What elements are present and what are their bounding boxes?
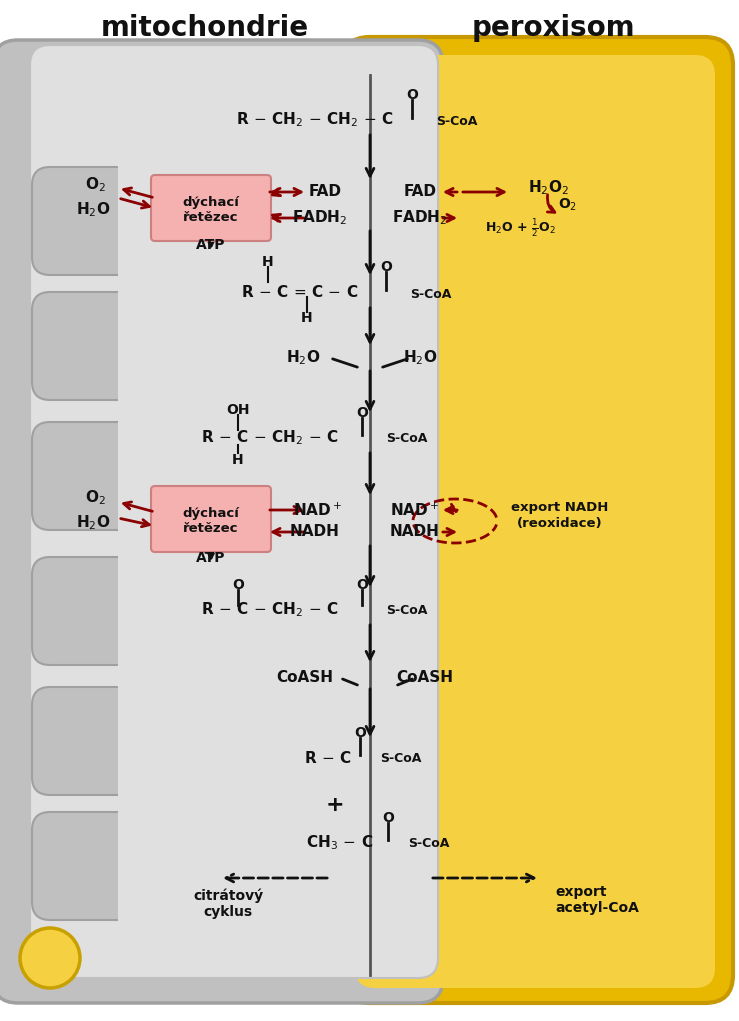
Text: O: O bbox=[406, 88, 418, 102]
Text: (reoxidace): (reoxidace) bbox=[517, 517, 603, 530]
Text: export NADH: export NADH bbox=[511, 501, 609, 515]
FancyBboxPatch shape bbox=[0, 40, 443, 1003]
Text: R$\,-\,$C$\,=\,$C$\,-\,$C: R$\,-\,$C$\,=\,$C$\,-\,$C bbox=[242, 284, 358, 300]
Text: S-CoA: S-CoA bbox=[410, 289, 452, 301]
Text: 4: 4 bbox=[41, 946, 58, 970]
FancyBboxPatch shape bbox=[342, 37, 733, 1003]
Text: O: O bbox=[232, 578, 244, 592]
Text: S-CoA: S-CoA bbox=[386, 603, 427, 617]
Text: R$\,-\,$C$\,-\,$CH$_2\,-\,$C: R$\,-\,$C$\,-\,$CH$_2\,-\,$C bbox=[201, 429, 338, 447]
Text: CH$_3\,-\,$C: CH$_3\,-\,$C bbox=[307, 834, 374, 853]
Text: S-CoA: S-CoA bbox=[380, 751, 421, 765]
Text: O: O bbox=[380, 260, 392, 274]
Circle shape bbox=[20, 928, 80, 988]
Text: export: export bbox=[555, 885, 607, 900]
Text: cyklus: cyklus bbox=[203, 905, 253, 919]
Text: acetyl-CoA: acetyl-CoA bbox=[555, 901, 639, 915]
FancyBboxPatch shape bbox=[355, 55, 715, 988]
Text: dýchací
řetězec: dýchací řetězec bbox=[183, 196, 239, 224]
Text: R$\,-\,$C: R$\,-\,$C bbox=[304, 750, 352, 766]
Text: H$_2$O + $\frac{1}{2}$O$_2$: H$_2$O + $\frac{1}{2}$O$_2$ bbox=[485, 217, 556, 239]
FancyBboxPatch shape bbox=[32, 422, 186, 530]
Text: O: O bbox=[356, 406, 368, 420]
Text: dýchací
řetězec: dýchací řetězec bbox=[183, 507, 239, 535]
Text: NAD$^+$: NAD$^+$ bbox=[293, 501, 343, 519]
Text: O: O bbox=[356, 578, 368, 592]
Text: H: H bbox=[232, 453, 244, 467]
Text: H$_2$O: H$_2$O bbox=[286, 348, 320, 368]
Text: H$_2$O: H$_2$O bbox=[76, 201, 110, 220]
Text: ATP: ATP bbox=[197, 551, 225, 565]
FancyBboxPatch shape bbox=[151, 175, 271, 241]
Text: OH: OH bbox=[226, 403, 250, 417]
Text: O$_2$: O$_2$ bbox=[84, 176, 106, 194]
Text: CoASH: CoASH bbox=[397, 671, 454, 685]
Text: H: H bbox=[262, 255, 274, 269]
Text: O: O bbox=[382, 811, 394, 825]
Text: R$\,-\,$CH$_2\,-\,$CH$_2\,-\,$C: R$\,-\,$CH$_2\,-\,$CH$_2\,-\,$C bbox=[236, 110, 394, 130]
Text: S-CoA: S-CoA bbox=[386, 432, 427, 444]
FancyBboxPatch shape bbox=[30, 45, 438, 978]
Text: NADH: NADH bbox=[290, 525, 340, 539]
Text: CoASH: CoASH bbox=[276, 671, 333, 685]
FancyBboxPatch shape bbox=[118, 60, 423, 955]
Text: FADH$_2$: FADH$_2$ bbox=[392, 208, 448, 228]
FancyBboxPatch shape bbox=[151, 486, 271, 552]
Text: citrátový: citrátový bbox=[193, 888, 263, 904]
Text: H: H bbox=[302, 311, 313, 325]
Text: H$_2$O$_2$: H$_2$O$_2$ bbox=[528, 179, 568, 197]
FancyBboxPatch shape bbox=[32, 812, 186, 920]
Text: mitochondrie: mitochondrie bbox=[101, 14, 309, 42]
Text: S-CoA: S-CoA bbox=[408, 836, 449, 849]
FancyBboxPatch shape bbox=[32, 687, 186, 795]
Text: R$\,-\,$C$\,-\,$CH$_2\,-\,$C: R$\,-\,$C$\,-\,$CH$_2\,-\,$C bbox=[201, 600, 338, 620]
Text: O: O bbox=[354, 726, 366, 740]
Text: O$_2$: O$_2$ bbox=[558, 197, 577, 213]
Text: NADH: NADH bbox=[390, 525, 440, 539]
Text: +: + bbox=[326, 795, 344, 815]
Text: FAD: FAD bbox=[308, 185, 341, 199]
Text: H$_2$O: H$_2$O bbox=[76, 514, 110, 532]
FancyBboxPatch shape bbox=[32, 557, 186, 665]
Text: H$_2$O: H$_2$O bbox=[403, 348, 437, 368]
Text: ATP: ATP bbox=[197, 238, 225, 252]
Text: peroxisom: peroxisom bbox=[471, 14, 635, 42]
Text: NAD$^+$: NAD$^+$ bbox=[390, 501, 440, 519]
Text: O$_2$: O$_2$ bbox=[84, 489, 106, 507]
Text: FADH$_2$: FADH$_2$ bbox=[292, 208, 348, 228]
Text: S-CoA: S-CoA bbox=[436, 115, 477, 129]
FancyBboxPatch shape bbox=[32, 292, 186, 400]
Text: FAD: FAD bbox=[403, 185, 437, 199]
FancyBboxPatch shape bbox=[32, 167, 186, 275]
